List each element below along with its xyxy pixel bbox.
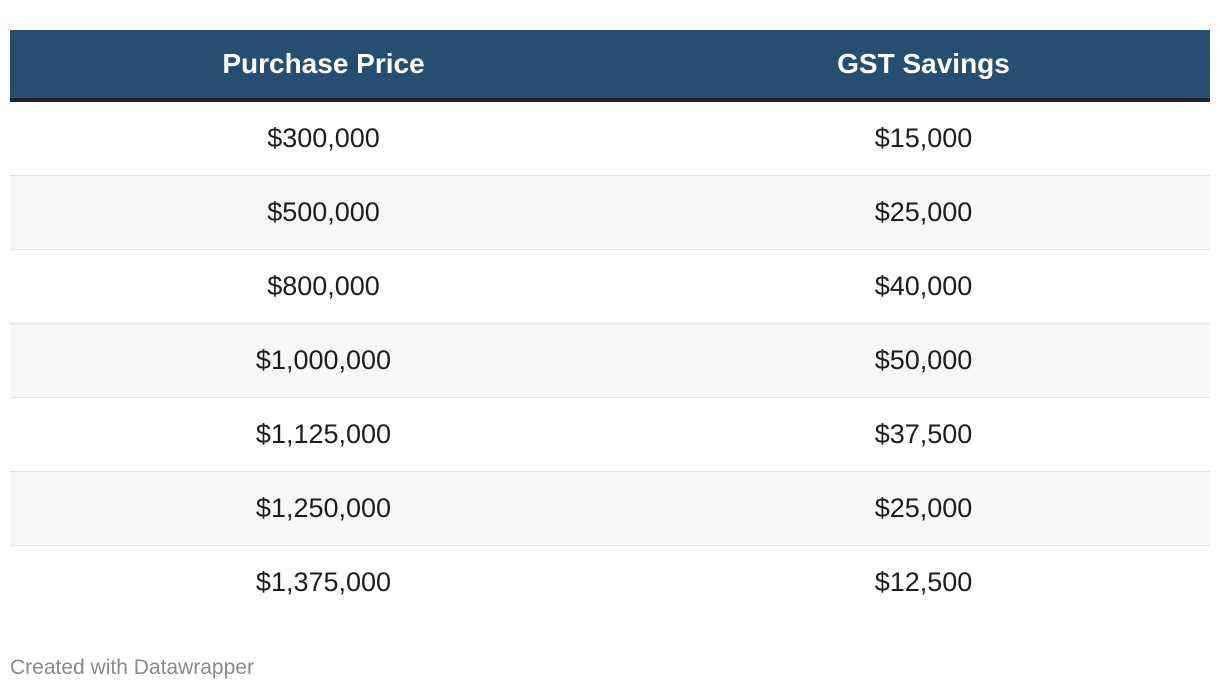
header-row: Purchase Price GST Savings: [10, 30, 1210, 102]
cell-gst-savings: $50,000: [637, 323, 1210, 398]
table-body: $300,000 $15,000 $500,000 $25,000 $800,0…: [10, 100, 1210, 619]
data-table-container: Purchase Price GST Savings $300,000 $15,…: [10, 30, 1210, 619]
cell-purchase-price: $500,000: [10, 175, 637, 250]
cell-purchase-price: $1,375,000: [255, 567, 392, 597]
table-header: Purchase Price GST Savings: [10, 30, 1210, 102]
table-row: $1,125,000 $37,500: [10, 397, 1210, 472]
table-row: $1,250,000 $25,000: [10, 471, 1210, 546]
data-table: Purchase Price GST Savings $300,000 $15,…: [10, 30, 1210, 619]
cell-gst-savings: $15,000: [637, 100, 1210, 176]
cell-gst-savings: $40,000: [637, 249, 1210, 324]
cell-purchase-price: $300,000: [10, 100, 637, 176]
cell-purchase-price: $1,000,000: [10, 323, 637, 398]
column-header-purchase-price: Purchase Price: [10, 30, 637, 102]
cell-gst-savings: $12,500: [874, 567, 973, 597]
datawrapper-credit-link[interactable]: Created with Datawrapper: [10, 656, 254, 679]
cell-purchase-price: $800,000: [10, 249, 637, 324]
table-row: $1,000,000 $50,000: [10, 323, 1210, 398]
column-header-gst-savings: GST Savings: [637, 30, 1210, 102]
table-row: $800,000 $40,000: [10, 249, 1210, 324]
table-row: $500,000 $25,000: [10, 175, 1210, 250]
cell-gst-savings: $25,000: [637, 471, 1210, 546]
cell-gst-savings: $37,500: [637, 397, 1210, 472]
cell-purchase-price: $1,125,000: [10, 397, 637, 472]
cell-purchase-price: $1,250,000: [10, 471, 637, 546]
table-row: $1,375,000 $12,500: [10, 546, 1210, 620]
cell-gst-savings: $25,000: [637, 175, 1210, 250]
table-row: $300,000 $15,000: [10, 100, 1210, 176]
